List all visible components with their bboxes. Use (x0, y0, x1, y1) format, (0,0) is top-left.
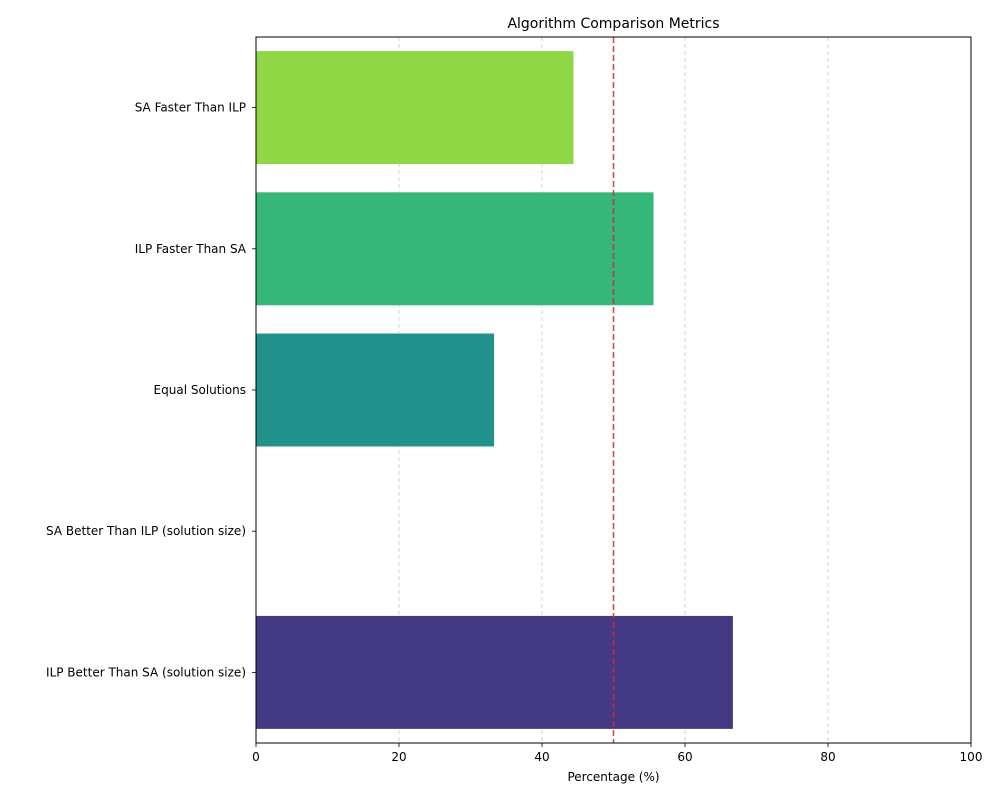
bar (256, 333, 495, 447)
x-tick-label: 100 (960, 750, 983, 764)
bar (256, 192, 654, 306)
y-tick-label: SA Faster Than ILP (135, 101, 246, 115)
y-axis-ticks: SA Faster Than ILP ILP Faster Than SA Equa… (46, 101, 256, 679)
chart-title: Algorithm Comparison Metrics (507, 16, 719, 32)
y-tick-label: ILP Faster Than SA (135, 242, 247, 256)
bar (256, 51, 574, 165)
x-tick-label: 20 (391, 750, 406, 764)
bars (256, 51, 733, 729)
y-tick-label: ILP Better Than SA (solution size) (46, 665, 246, 679)
x-tick-label: 0 (252, 750, 260, 764)
x-axis-label: Percentage (%) (567, 770, 659, 784)
y-tick-label: Equal Solutions (154, 383, 246, 397)
x-tick-label: 60 (677, 750, 692, 764)
x-tick-label: 40 (534, 750, 549, 764)
bar (256, 615, 733, 729)
x-tick-label: 80 (820, 750, 835, 764)
y-tick-label: SA Better Than ILP (solution size) (46, 524, 246, 538)
x-axis-ticks: 0 20 40 60 80 100 (252, 743, 982, 764)
